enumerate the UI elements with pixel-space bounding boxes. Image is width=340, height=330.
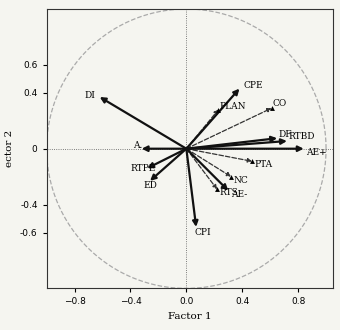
Text: RTPE: RTPE: [131, 164, 156, 173]
Text: RTS: RTS: [220, 188, 239, 197]
X-axis label: Factor 1: Factor 1: [168, 312, 212, 321]
Text: PLAN: PLAN: [220, 102, 246, 111]
Text: NC: NC: [234, 176, 249, 185]
Text: RTBD: RTBD: [288, 132, 315, 141]
Text: ED: ED: [143, 181, 157, 189]
Text: AE-: AE-: [231, 190, 247, 199]
Text: PTA: PTA: [255, 160, 273, 169]
Text: CO: CO: [273, 100, 287, 109]
Text: CPI: CPI: [195, 228, 211, 237]
Text: AE+: AE+: [306, 148, 327, 157]
Text: A.: A.: [133, 141, 143, 150]
Y-axis label: ector 2: ector 2: [5, 130, 14, 167]
Text: DI: DI: [84, 91, 95, 100]
Text: DF: DF: [278, 130, 292, 139]
Text: CPE: CPE: [244, 81, 263, 90]
